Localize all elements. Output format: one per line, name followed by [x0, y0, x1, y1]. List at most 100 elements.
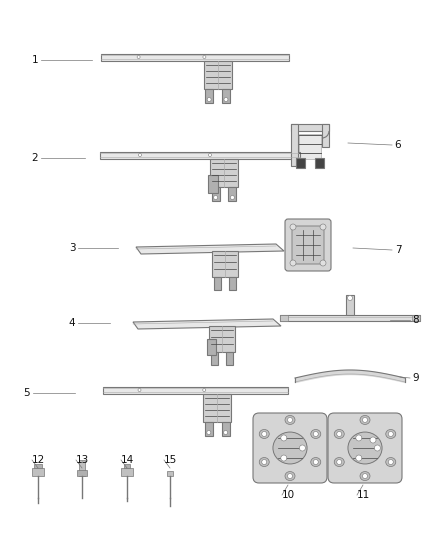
Circle shape [300, 445, 305, 451]
Bar [205, 422, 213, 435]
Circle shape [138, 389, 141, 392]
Circle shape [214, 196, 218, 199]
Text: 3: 3 [69, 243, 75, 253]
Ellipse shape [285, 472, 295, 481]
Ellipse shape [386, 457, 396, 466]
Bar [291, 124, 329, 131]
Bar [211, 352, 218, 365]
Bar [204, 61, 232, 88]
Circle shape [287, 417, 293, 423]
Ellipse shape [360, 415, 370, 424]
Bar [100, 151, 300, 158]
Text: 12: 12 [32, 455, 45, 465]
Bar [102, 386, 287, 393]
Bar [32, 468, 44, 476]
Text: 13: 13 [75, 455, 88, 465]
Bar [101, 53, 289, 61]
Circle shape [262, 459, 267, 465]
Text: 2: 2 [32, 153, 38, 163]
Bar [205, 88, 213, 102]
Bar [212, 187, 219, 200]
Circle shape [262, 432, 267, 437]
Circle shape [287, 473, 293, 479]
FancyBboxPatch shape [328, 413, 402, 483]
Circle shape [337, 432, 342, 437]
Circle shape [363, 417, 367, 423]
Polygon shape [136, 244, 284, 254]
Ellipse shape [360, 472, 370, 481]
Circle shape [363, 473, 367, 479]
Text: 15: 15 [163, 455, 177, 465]
FancyBboxPatch shape [253, 413, 327, 483]
Circle shape [290, 260, 296, 266]
Ellipse shape [334, 430, 344, 439]
Circle shape [137, 55, 140, 59]
Circle shape [208, 154, 212, 157]
Circle shape [356, 455, 362, 461]
Text: 4: 4 [69, 318, 75, 328]
Circle shape [374, 445, 380, 451]
Bar [77, 470, 87, 476]
Text: 11: 11 [357, 490, 370, 500]
Ellipse shape [285, 415, 295, 424]
Text: 6: 6 [395, 140, 401, 150]
Bar [412, 315, 420, 321]
Bar [212, 251, 238, 277]
Ellipse shape [348, 432, 382, 464]
FancyBboxPatch shape [285, 219, 331, 271]
Circle shape [337, 459, 342, 465]
Circle shape [203, 55, 206, 59]
Bar [222, 88, 230, 102]
Bar [315, 158, 324, 168]
Circle shape [388, 432, 393, 437]
Ellipse shape [311, 457, 321, 466]
Bar [79, 460, 85, 476]
Circle shape [207, 98, 211, 101]
Bar [280, 315, 288, 321]
Circle shape [281, 455, 287, 461]
Polygon shape [133, 319, 281, 329]
Circle shape [320, 224, 326, 230]
Circle shape [313, 459, 318, 465]
Circle shape [356, 435, 362, 441]
FancyBboxPatch shape [292, 226, 324, 264]
Bar [296, 158, 305, 168]
Ellipse shape [259, 430, 269, 439]
Bar [222, 422, 230, 435]
Bar [213, 277, 220, 290]
Circle shape [388, 459, 393, 465]
Text: 8: 8 [413, 315, 419, 325]
Bar [121, 468, 133, 476]
Bar [210, 158, 238, 187]
Ellipse shape [311, 430, 321, 439]
Circle shape [224, 431, 228, 434]
Circle shape [207, 431, 211, 434]
Bar [208, 175, 218, 193]
Text: 14: 14 [120, 455, 134, 465]
Text: 5: 5 [24, 388, 30, 398]
Circle shape [230, 196, 234, 199]
Bar [229, 277, 236, 290]
Text: 1: 1 [32, 55, 38, 65]
Text: 7: 7 [395, 245, 401, 255]
Bar [124, 464, 130, 468]
Text: 9: 9 [413, 373, 419, 383]
Ellipse shape [259, 457, 269, 466]
Bar [280, 315, 420, 321]
Circle shape [138, 154, 141, 157]
Text: 10: 10 [282, 490, 295, 500]
Bar [207, 339, 216, 355]
Bar [322, 124, 329, 147]
Circle shape [203, 389, 206, 392]
Ellipse shape [334, 457, 344, 466]
Bar [167, 471, 173, 476]
Bar [34, 464, 42, 468]
Bar [209, 326, 235, 352]
Bar [228, 187, 237, 200]
Circle shape [313, 432, 318, 437]
Bar [203, 393, 231, 422]
Ellipse shape [386, 430, 396, 439]
Bar [291, 124, 298, 166]
Bar [226, 352, 233, 365]
Circle shape [370, 437, 376, 443]
